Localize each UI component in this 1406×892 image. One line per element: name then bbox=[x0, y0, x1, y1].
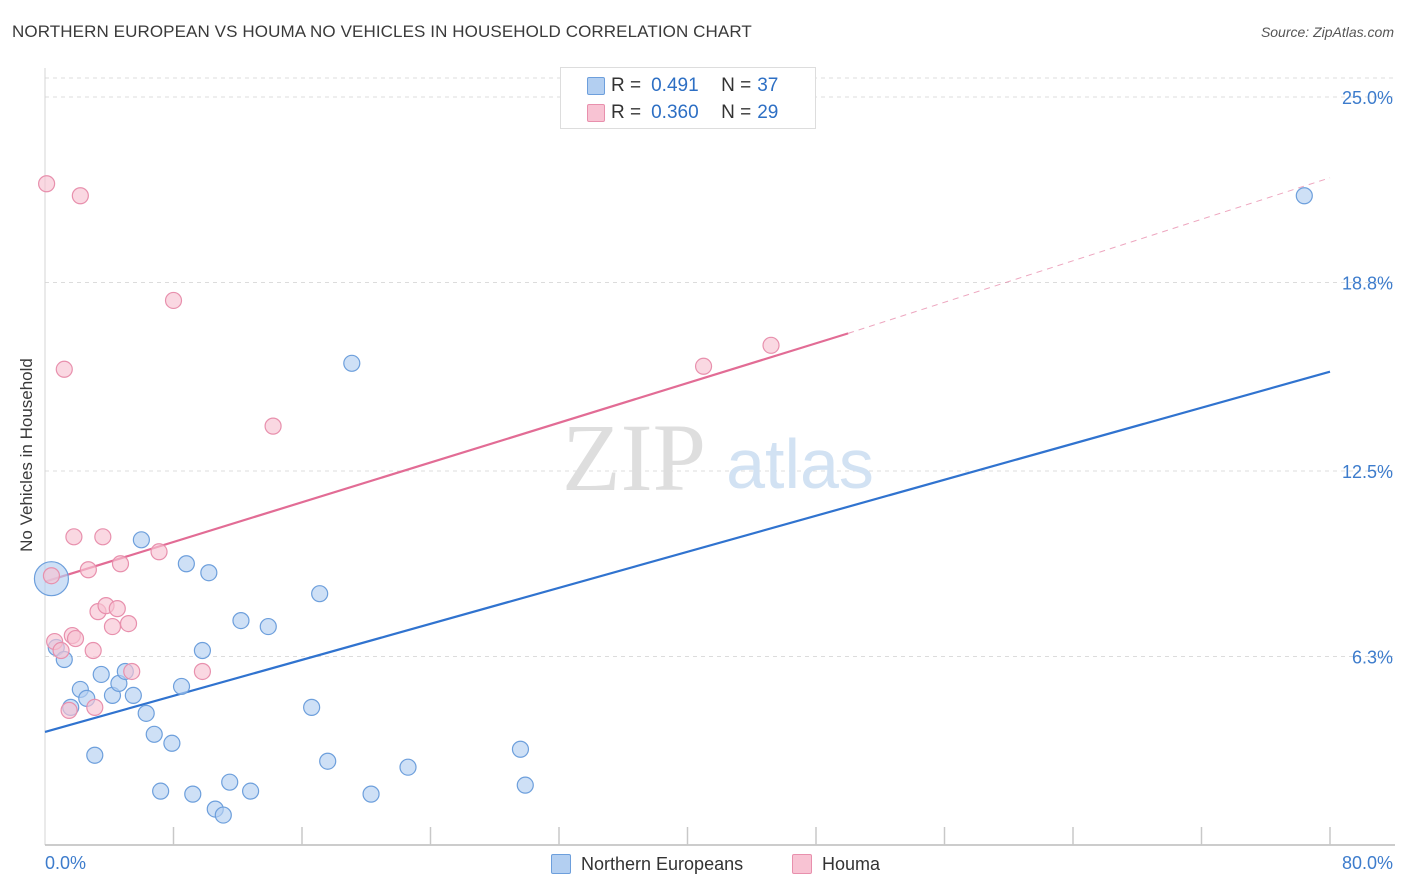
x-tick-label-1: 80.0% bbox=[1342, 853, 1393, 873]
point-houma-19 bbox=[119, 614, 138, 633]
point-houma-7 bbox=[65, 528, 83, 546]
pink-swatch bbox=[587, 104, 605, 122]
point-northern-europeans-34 bbox=[511, 740, 530, 758]
pink-swatch bbox=[792, 854, 812, 874]
point-northern-europeans-33 bbox=[399, 758, 417, 776]
point-houma-21 bbox=[150, 543, 168, 561]
point-houma-4 bbox=[55, 360, 73, 378]
trend-lines bbox=[44, 177, 1331, 733]
axes bbox=[44, 68, 1395, 846]
legend-item-northern-europeans[interactable]: Northern Europeans bbox=[551, 852, 743, 876]
point-houma-16 bbox=[103, 617, 122, 636]
point-houma-26 bbox=[762, 336, 780, 354]
point-houma-25 bbox=[694, 357, 713, 375]
blue-swatch bbox=[551, 854, 571, 874]
legend-label-northern-europeans: Northern Europeans bbox=[581, 853, 744, 874]
point-northern-europeans-23 bbox=[214, 806, 232, 824]
x-tick-label-0: 0.0% bbox=[45, 853, 86, 873]
point-houma-20 bbox=[123, 662, 141, 681]
point-northern-europeans-19 bbox=[184, 785, 202, 803]
n-value: 37 bbox=[757, 75, 779, 96]
point-houma-11 bbox=[84, 641, 102, 660]
trend-line-houma-extension bbox=[847, 177, 1331, 334]
point-houma-17 bbox=[108, 600, 126, 618]
point-northern-europeans-24 bbox=[221, 773, 239, 791]
point-northern-europeans-17 bbox=[172, 677, 191, 696]
legend-item-houma[interactable]: Houma bbox=[792, 852, 880, 876]
r-value: 0.360 bbox=[651, 102, 699, 123]
source-label: Source: ZipAtlas.com bbox=[1260, 24, 1394, 40]
point-northern-europeans-12 bbox=[132, 531, 150, 549]
watermark-zip: ZIP bbox=[562, 404, 706, 511]
point-houma-5 bbox=[60, 701, 78, 719]
trend-line-houma bbox=[44, 332, 849, 583]
point-houma-3 bbox=[52, 641, 70, 660]
point-northern-europeans-35 bbox=[516, 776, 534, 794]
grid-lines bbox=[45, 77, 1395, 658]
point-northern-europeans-7 bbox=[92, 665, 110, 684]
point-northern-europeans-6 bbox=[86, 746, 104, 764]
point-northern-europeans-21 bbox=[200, 564, 218, 582]
point-northern-europeans-32 bbox=[362, 785, 380, 803]
point-houma-9 bbox=[71, 187, 89, 205]
y-tick-label-0: 6.3% bbox=[1352, 648, 1393, 668]
point-houma-14 bbox=[94, 528, 112, 546]
watermark: ZIP atlas bbox=[562, 404, 874, 511]
stats-legend: R = 0.491 N = 37 R = 0.360 N = 29 bbox=[560, 67, 816, 129]
legend-label-houma: Houma bbox=[822, 853, 881, 874]
point-northern-europeans-16 bbox=[163, 734, 181, 752]
blue-swatch bbox=[587, 77, 605, 95]
r-label: R = bbox=[611, 75, 642, 96]
point-houma-12 bbox=[86, 698, 104, 716]
n-value: 29 bbox=[757, 102, 779, 123]
point-northern-europeans-13 bbox=[137, 704, 155, 722]
y-tick-label-1: 12.5% bbox=[1342, 462, 1393, 482]
y-tick-label-2: 18.8% bbox=[1342, 274, 1393, 294]
point-houma-24 bbox=[264, 417, 282, 435]
point-houma-22 bbox=[164, 291, 183, 310]
n-label: N = bbox=[721, 102, 752, 123]
point-houma-10 bbox=[79, 561, 97, 579]
watermark-atlas: atlas bbox=[726, 425, 874, 503]
point-northern-europeans-11 bbox=[124, 686, 142, 705]
y-tick-label-3: 25.0% bbox=[1342, 88, 1393, 108]
chart-title: NORTHERN EUROPEAN VS HOUMA NO VEHICLES I… bbox=[12, 22, 752, 41]
stats-legend-row-pink: R = 0.360 N = 29 bbox=[587, 101, 778, 125]
point-northern-europeans-30 bbox=[319, 752, 337, 770]
point-northern-europeans-25 bbox=[232, 611, 250, 630]
point-northern-europeans-26 bbox=[242, 782, 260, 800]
point-northern-europeans-28 bbox=[303, 698, 321, 716]
trend-line-northern-europeans bbox=[44, 370, 1331, 733]
point-houma-18 bbox=[111, 555, 130, 573]
data-points bbox=[33, 175, 1313, 824]
point-northern-europeans-14 bbox=[145, 725, 163, 743]
point-northern-europeans-15 bbox=[152, 782, 170, 800]
stats-legend-row-blue: R = 0.491 N = 37 bbox=[587, 74, 778, 98]
point-northern-europeans-27 bbox=[259, 617, 277, 636]
r-value: 0.491 bbox=[651, 75, 699, 96]
point-houma-0 bbox=[38, 175, 56, 193]
point-houma-1 bbox=[42, 567, 61, 585]
n-label: N = bbox=[721, 75, 752, 96]
point-houma-23 bbox=[193, 662, 212, 681]
r-label: R = bbox=[611, 102, 642, 123]
point-northern-europeans-36 bbox=[1295, 187, 1313, 205]
point-northern-europeans-29 bbox=[311, 585, 329, 603]
point-northern-europeans-20 bbox=[193, 641, 212, 660]
y-axis-title: No Vehicles in Household bbox=[17, 358, 36, 552]
point-houma-8 bbox=[66, 629, 85, 648]
point-northern-europeans-18 bbox=[177, 555, 195, 573]
tick-labels: 6.3% 12.5% 18.8% 25.0% 0.0% 80.0% bbox=[45, 88, 1393, 873]
point-northern-europeans-31 bbox=[343, 354, 361, 372]
